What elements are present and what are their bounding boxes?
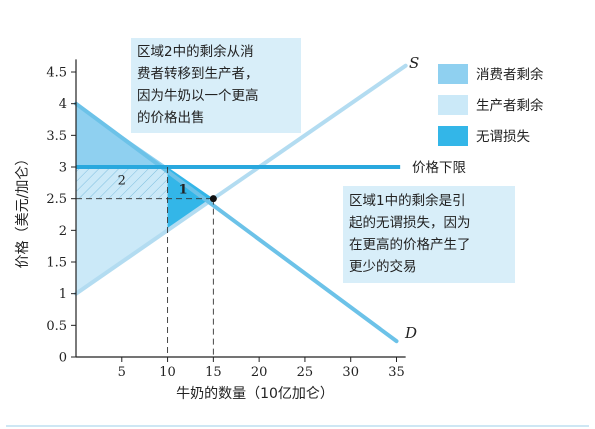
legend-swatch-consumer-surplus [438, 64, 468, 84]
annotation-region1-line2: 起的无谓损失，因为 [349, 215, 471, 231]
supply-curve [74, 63, 408, 296]
y-tick-label: 2 [59, 224, 67, 239]
x-tick-label: 20 [251, 365, 268, 380]
legend-label-deadweight-loss: 无谓损失 [476, 129, 530, 145]
annotation-box-region2 [131, 38, 301, 133]
y-tick-label: 1.5 [46, 256, 67, 271]
legend-swatch-producer-surplus [438, 95, 468, 115]
x-ticks: 5 10 15 20 25 30 35 [118, 357, 405, 380]
annotation-box-region1 [343, 186, 515, 283]
y-tick-label: 0.5 [46, 319, 67, 334]
region-2-hatched-area [76, 167, 168, 199]
region-2-label: 2 [118, 174, 126, 189]
annotation-region1-line1: 区域1中的剩余是引 [349, 192, 466, 209]
y-tick-label: 0 [59, 351, 67, 366]
legend-label-producer-surplus: 生产者剩余 [476, 97, 544, 114]
x-tick-label: 15 [205, 365, 222, 380]
y-tick-label: 1 [59, 287, 67, 302]
x-tick-label: 35 [388, 365, 405, 380]
legend-label-consumer-surplus: 消费者剩余 [476, 66, 544, 83]
y-tick-label: 3.5 [46, 129, 67, 144]
y-ticks: 0 0.5 1 1.5 2 2.5 3 3.5 4 4.5 [46, 66, 76, 366]
equilibrium-point [209, 195, 217, 203]
demand-curve [74, 101, 399, 344]
supply-label: S [409, 54, 419, 72]
region-1-label: 1 [179, 183, 188, 198]
demand-label: D [404, 324, 417, 342]
x-tick-label: 5 [118, 365, 126, 380]
legend-swatch-deadweight-loss [438, 126, 468, 146]
annotation-region2-line4: 的价格出售 [137, 110, 205, 126]
y-tick-label: 2.5 [46, 192, 67, 207]
x-tick-label: 25 [297, 365, 314, 380]
y-axis-title: 价格（美元/加仑） [15, 152, 31, 269]
annotation-region2-line2: 费者转移到生产者， [137, 66, 259, 82]
legend: 消费者剩余 生产者剩余 无谓损失 [438, 64, 544, 146]
annotation-region2-line3: 因为牛奶以一个更高 [137, 87, 259, 104]
y-tick-label: 3 [59, 161, 67, 176]
annotation-region1-line4: 更少的交易 [349, 258, 417, 275]
x-tick-label: 30 [342, 365, 359, 380]
y-tick-label: 4 [59, 97, 67, 112]
x-axis-title: 牛奶的数量（10亿加仑） [176, 386, 334, 402]
x-tick-label: 10 [159, 365, 176, 380]
annotation-region2-line1: 区域2中的剩余从消 [137, 43, 254, 60]
price-floor-label: 价格下限 [412, 160, 466, 176]
y-tick-label: 4.5 [46, 66, 67, 81]
annotation-region1-line3: 在更高的价格产生了 [349, 236, 471, 253]
